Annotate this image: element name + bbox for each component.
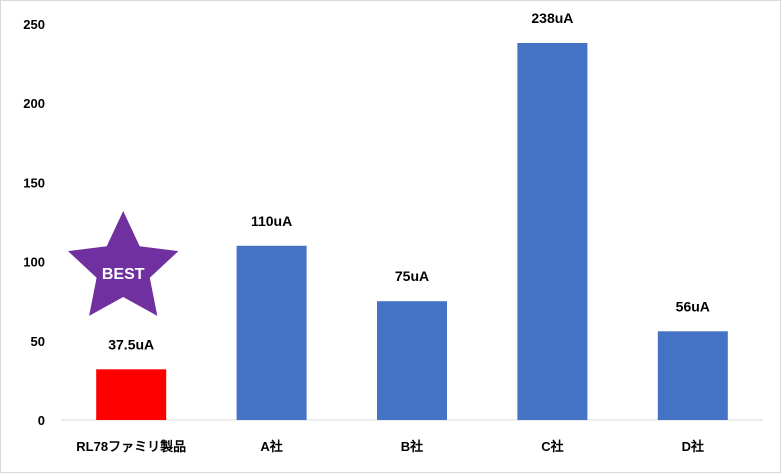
x-tick-label: B社 xyxy=(401,439,423,454)
best-badge-label: BEST xyxy=(102,266,145,283)
y-tick-label: 200 xyxy=(23,96,45,111)
data-label: 110uA xyxy=(251,213,292,229)
x-tick-label: RL78ファミリ製品 xyxy=(76,439,186,454)
bar xyxy=(517,43,588,421)
bar xyxy=(96,369,167,420)
bar xyxy=(657,331,728,420)
x-axis: RL78ファミリ製品 A社 B社 C社 D社 xyxy=(76,439,704,454)
y-axis: 0 50 100 150 200 250 xyxy=(23,17,45,428)
y-tick-label: 0 xyxy=(38,413,45,428)
data-label: 75uA xyxy=(395,268,429,284)
bars xyxy=(96,43,728,421)
bar xyxy=(236,245,307,420)
star-icon xyxy=(68,211,179,316)
y-tick-label: 150 xyxy=(23,175,45,190)
y-tick-label: 250 xyxy=(23,17,45,32)
y-tick-label: 100 xyxy=(23,255,45,270)
x-tick-label: C社 xyxy=(541,439,563,454)
bar xyxy=(377,301,447,420)
data-labels: 37.5uA 110uA 75uA 238uA 56uA xyxy=(108,10,710,352)
data-label: 238uA xyxy=(531,10,573,26)
data-label: 37.5uA xyxy=(108,336,154,352)
best-badge: BEST xyxy=(68,211,179,316)
x-tick-label: D社 xyxy=(682,439,704,454)
y-tick-label: 50 xyxy=(31,334,45,349)
x-tick-label: A社 xyxy=(260,439,282,454)
data-label: 56uA xyxy=(676,298,710,314)
